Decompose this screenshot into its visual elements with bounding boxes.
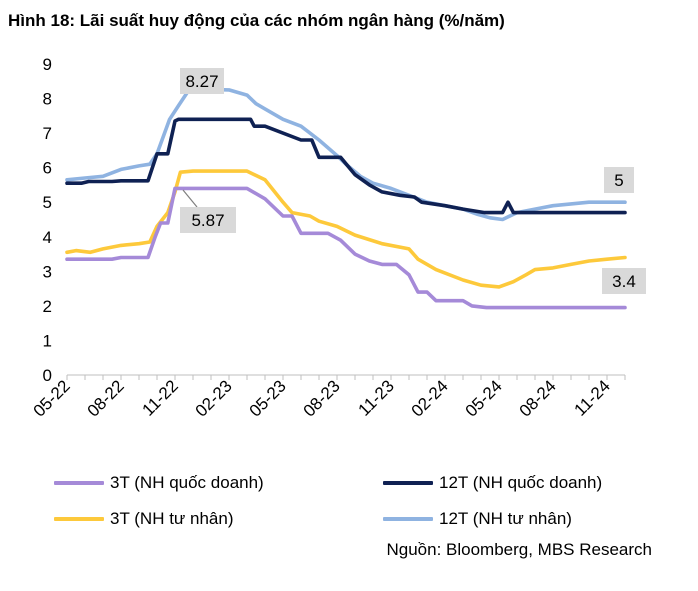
legend-item-priv3: 3T (NH tư nhân)	[54, 509, 234, 529]
legend-label: 12T (NH tư nhân)	[439, 509, 572, 528]
x-tick-label: 08-23	[300, 376, 344, 420]
callout-box	[604, 167, 634, 193]
callout-leader	[182, 189, 198, 208]
legend-item-gov3: 3T (NH quốc doanh)	[54, 473, 264, 493]
legend-label: 12T (NH quốc doanh)	[439, 473, 603, 492]
series-line-priv12	[65, 87, 627, 222]
callout-box	[180, 68, 224, 94]
x-tick-label: 02-23	[192, 376, 236, 420]
callout-box	[602, 268, 646, 294]
series-line-gov3	[65, 186, 627, 310]
callout-label: 8.27	[185, 72, 218, 91]
callout-5-87: 5.87	[180, 189, 236, 233]
x-tick-label: 11-23	[355, 376, 398, 419]
y-tick-label: 3	[43, 262, 52, 281]
callout-3-4: 3.4	[602, 268, 646, 294]
x-tick-label: 05-24	[462, 376, 506, 420]
callout-box	[180, 207, 236, 233]
x-tick-label: 08-22	[84, 376, 128, 420]
x-tick-label: 02-24	[408, 376, 452, 420]
callout-5: 5	[604, 167, 634, 193]
x-tick-label: 11-22	[139, 376, 182, 419]
x-tick-label: 11-24	[571, 376, 614, 419]
y-tick-label: 9	[43, 55, 52, 74]
legend-swatch-gov12	[383, 481, 433, 485]
callout-label: 5	[614, 171, 623, 190]
y-tick-label: 1	[43, 331, 52, 350]
x-tick-label: 05-23	[246, 376, 290, 420]
y-tick-label: 4	[43, 228, 52, 247]
y-tick-label: 7	[43, 124, 52, 143]
legend-label: 3T (NH tư nhân)	[110, 509, 234, 528]
series-lines	[65, 87, 627, 310]
x-axis: 05-22 08-22 11-22 02-23 05-23 08-23 11-23 02-24…	[30, 374, 626, 421]
legend-item-priv12: 12T (NH tư nhân)	[383, 509, 572, 529]
legend-swatch-priv3	[54, 517, 104, 521]
legend-label: 3T (NH quốc doanh)	[110, 473, 264, 492]
x-tick-label: 08-24	[516, 376, 560, 420]
legend-item-gov12: 12T (NH quốc doanh)	[383, 473, 602, 493]
series-line-priv3	[65, 169, 627, 289]
source-note: Nguồn: Bloomberg, MBS Research	[386, 540, 652, 559]
y-tick-label: 6	[43, 159, 52, 178]
y-tick-label: 0	[43, 366, 52, 385]
callout-8-27: 8.27	[180, 68, 224, 94]
y-tick-label: 5	[43, 193, 52, 212]
y-axis: 0 1 2 3 4 5 6 7 8 9	[43, 55, 52, 385]
callout-label: 3.4	[612, 272, 636, 291]
series-line-gov12	[65, 117, 627, 215]
y-tick-label: 2	[43, 297, 52, 316]
y-tick-label: 8	[43, 90, 52, 109]
chart-title: Hình 18: Lãi suất huy động của các nhóm …	[8, 11, 505, 30]
callout-label: 5.87	[191, 211, 224, 230]
data-callouts: 8.27 5.87 5 3.4	[180, 68, 646, 294]
legend-swatch-priv12	[383, 517, 433, 521]
legend-swatch-gov3	[54, 481, 104, 485]
